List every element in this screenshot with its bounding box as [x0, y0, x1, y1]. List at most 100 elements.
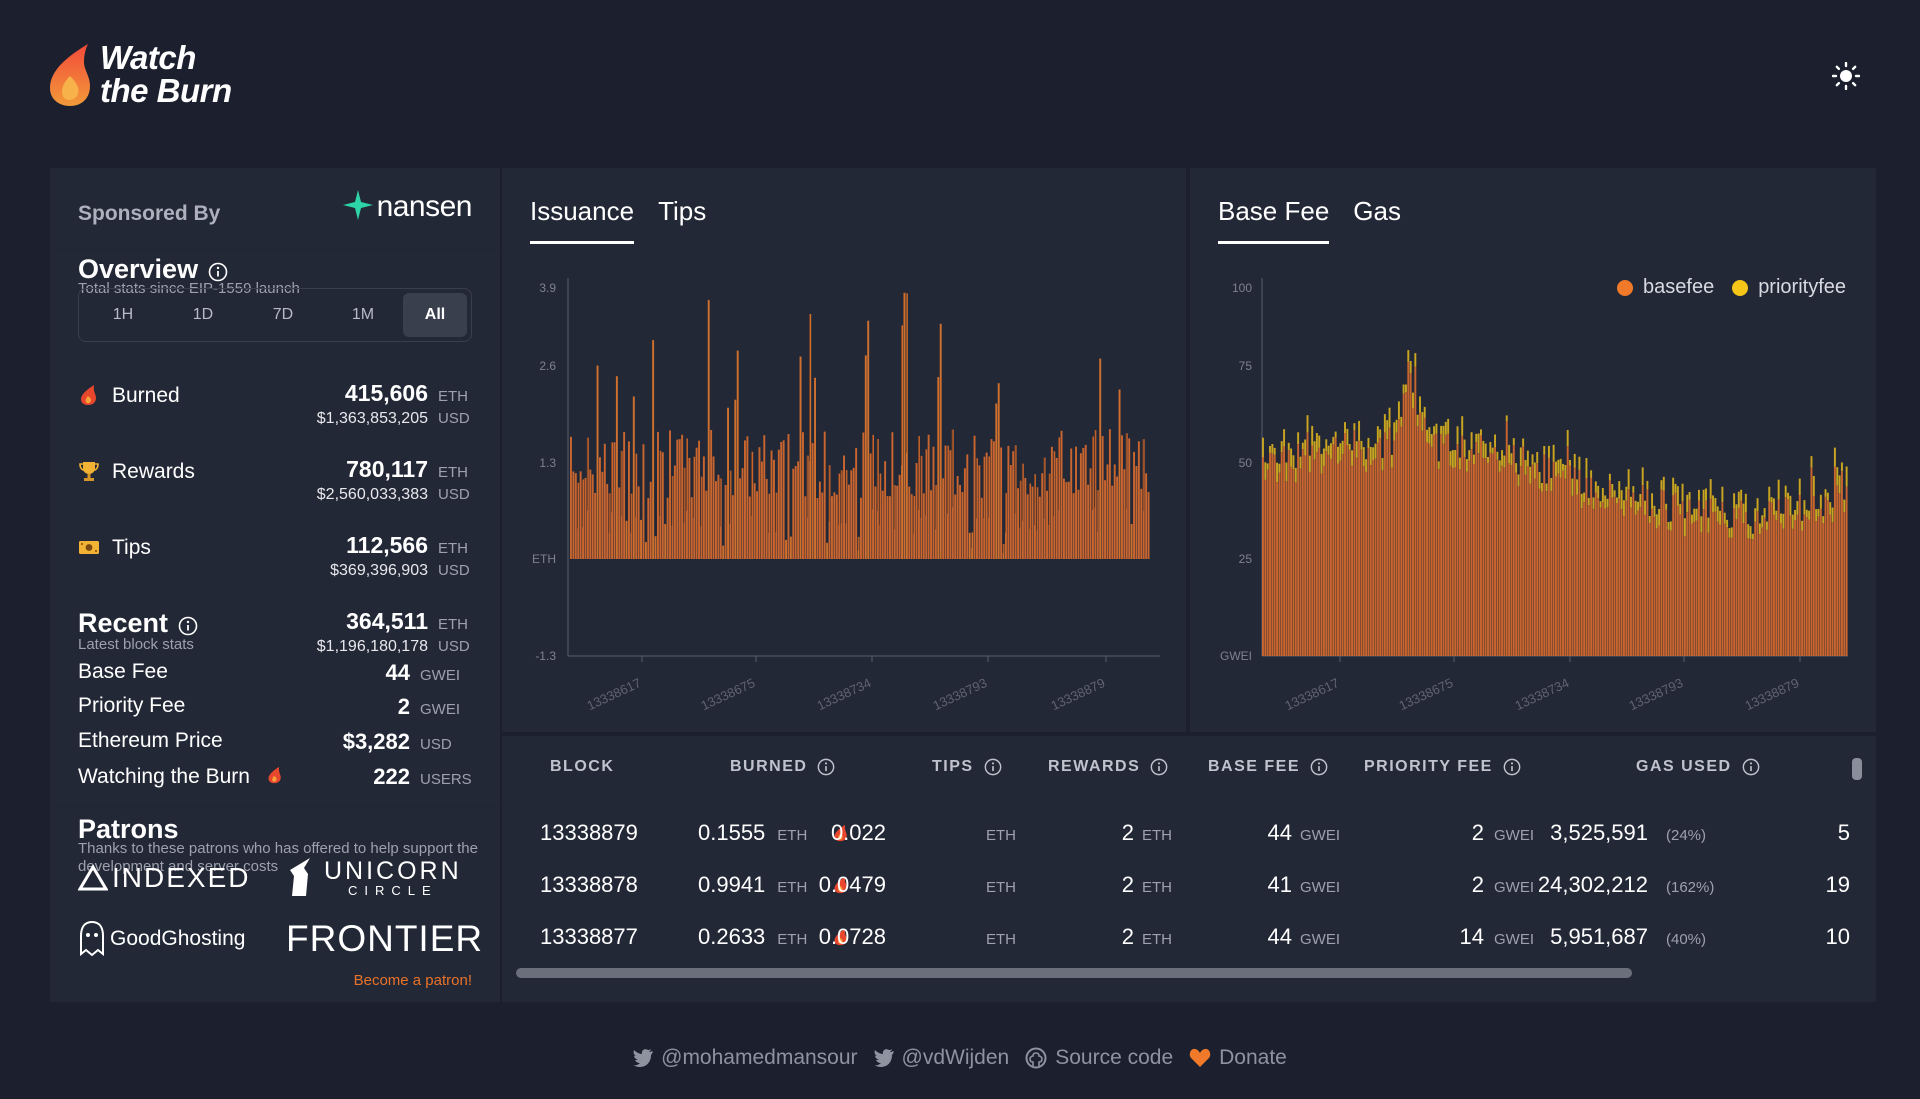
- col-header-tips[interactable]: TIPS: [932, 758, 1002, 776]
- bar-priorityfee: [1524, 460, 1527, 475]
- bar-priorityfee: [1569, 460, 1571, 466]
- bar: [1046, 490, 1048, 559]
- bar: [937, 377, 940, 559]
- twitter-link-mohamedmansour[interactable]: @mohamedmansour: [633, 1046, 858, 1070]
- range-tab-1m[interactable]: 1M: [351, 306, 375, 323]
- tab-base-fee[interactable]: Base Fee: [1218, 196, 1330, 244]
- bar: [794, 466, 797, 559]
- cell-rewards: 2: [1121, 924, 1134, 949]
- bar-priorityfee: [1297, 432, 1300, 444]
- become-patron-link[interactable]: Become a patron!: [353, 972, 472, 989]
- legend-dot: [1617, 279, 1634, 296]
- cell-rewards-unit: ETH: [1142, 931, 1172, 948]
- bar: [780, 442, 783, 559]
- cell-priority-fee-unit: GWEI: [1494, 931, 1534, 948]
- bar-basefee: [1367, 448, 1370, 656]
- bar-basefee: [1622, 516, 1625, 656]
- bar-priorityfee: [1456, 426, 1459, 445]
- patron-goodghosting[interactable]: GoodGhosting: [78, 920, 245, 958]
- tab-tips[interactable]: Tips: [658, 196, 707, 226]
- bar: [649, 481, 652, 559]
- range-tab-1h[interactable]: 1H: [112, 306, 134, 323]
- bar-basefee: [1348, 449, 1351, 656]
- bar-priorityfee: [1784, 485, 1787, 498]
- patron-unicorn-circle[interactable]: UNICORN CIRCLE: [286, 858, 462, 898]
- sponsor-logo[interactable]: nansen: [341, 188, 473, 222]
- twitter-link-vdwijden[interactable]: @vdWijden: [873, 1046, 1009, 1070]
- bar: [804, 496, 807, 559]
- bar-priorityfee: [1599, 501, 1602, 508]
- cell-block[interactable]: 13338878: [540, 872, 638, 897]
- legend-priorityfee[interactable]: priorityfee: [1732, 276, 1846, 299]
- bar-basefee: [1763, 517, 1766, 656]
- col-header-gas-used[interactable]: GAS USED: [1636, 758, 1760, 776]
- col-header-rewards[interactable]: REWARDS: [1048, 758, 1168, 776]
- bar: [896, 485, 899, 559]
- bar-priorityfee: [1630, 496, 1632, 508]
- horizontal-scrollbar[interactable]: [516, 968, 1632, 978]
- bar-basefee: [1618, 498, 1621, 656]
- range-tab-all[interactable]: All: [403, 293, 467, 337]
- vertical-scrollbar[interactable]: [1852, 758, 1862, 780]
- col-header-base-fee[interactable]: BASE FEE: [1208, 758, 1328, 776]
- bar-shade: [630, 493, 632, 533]
- stat-burned: Burned 415,606 ETH $1,363,853,205 USD: [78, 380, 472, 440]
- table-row[interactable]: 13338878 0.9941 ETH 0.0479 ETH 2 ETH 41 GWEI 2 GWE…: [502, 872, 1876, 920]
- bar: [1092, 436, 1094, 559]
- bar: [886, 496, 889, 559]
- bar: [1021, 463, 1024, 559]
- cell-block[interactable]: 13338877: [540, 924, 638, 949]
- bar: [1019, 480, 1022, 559]
- bar: [710, 430, 713, 559]
- tab-gas[interactable]: Gas: [1353, 196, 1401, 226]
- stat-usd: $2,560,033,383 USD: [316, 486, 470, 503]
- bar: [876, 439, 879, 559]
- bar-basefee: [1613, 496, 1616, 656]
- info-icon[interactable]: [1503, 758, 1521, 776]
- basefee-chart: 100 75 50 25 GWEI 13338617 13338675 13338734 133…: [1220, 278, 1848, 713]
- bar-priorityfee: [1700, 516, 1703, 533]
- legend-basefee[interactable]: basefee: [1617, 276, 1714, 299]
- logo[interactable]: Watch the Burn: [48, 40, 232, 108]
- bar-shade: [1096, 490, 1098, 532]
- info-icon[interactable]: [1742, 758, 1760, 776]
- bar-priorityfee: [1547, 445, 1550, 458]
- patron-frontier[interactable]: FRONTIER: [286, 918, 484, 959]
- col-header-block[interactable]: BLOCK: [550, 758, 615, 775]
- col-header-burned[interactable]: BURNED: [730, 758, 835, 776]
- info-icon[interactable]: [817, 758, 835, 776]
- y-tick-label: 50: [1239, 456, 1253, 470]
- bar-priorityfee: [1463, 439, 1466, 458]
- info-icon[interactable]: [178, 616, 198, 636]
- bar: [852, 467, 855, 559]
- info-icon[interactable]: [1150, 758, 1168, 776]
- bar-priorityfee: [1262, 437, 1264, 458]
- tab-issuance[interactable]: Issuance: [530, 196, 635, 244]
- col-header-priority-fee[interactable]: PRIORITY FEE: [1364, 758, 1521, 776]
- patron-indexed[interactable]: INDEXED: [78, 862, 250, 894]
- bar-priorityfee: [1761, 515, 1764, 528]
- info-icon[interactable]: [984, 758, 1002, 776]
- source-code-link[interactable]: Source code: [1025, 1046, 1173, 1070]
- github-icon: [1025, 1047, 1047, 1069]
- table-row[interactable]: 13338879 0.1555 ETH 0.022 ETH 2 ETH 44 GWEI 2 GWEI…: [502, 820, 1876, 868]
- table-row[interactable]: 13338877 0.2633 ETH 0.0728 ETH 2 ETH 44 GWEI 14 GW…: [502, 924, 1876, 972]
- bar-basefee: [1672, 495, 1675, 656]
- bar-shade: [611, 442, 612, 513]
- bar: [751, 451, 754, 559]
- stat-label: Tips: [112, 536, 151, 559]
- range-tab-7d[interactable]: 7D: [272, 306, 294, 323]
- info-icon[interactable]: [208, 262, 228, 282]
- footer: @mohamedmansour @vdWijden Source code Do…: [0, 1046, 1920, 1070]
- cell-block[interactable]: 13338879: [540, 820, 638, 845]
- bar-priorityfee: [1798, 478, 1801, 495]
- bar: [707, 299, 710, 559]
- trophy-icon: [79, 462, 99, 481]
- range-tab-1d[interactable]: 1D: [192, 306, 214, 323]
- sun-icon[interactable]: [1832, 62, 1860, 90]
- unicorn-logo-icon: [290, 858, 310, 896]
- donate-link[interactable]: Donate: [1189, 1046, 1287, 1070]
- bar-priorityfee: [1712, 495, 1714, 513]
- info-icon[interactable]: [1310, 758, 1328, 776]
- bar: [763, 435, 766, 559]
